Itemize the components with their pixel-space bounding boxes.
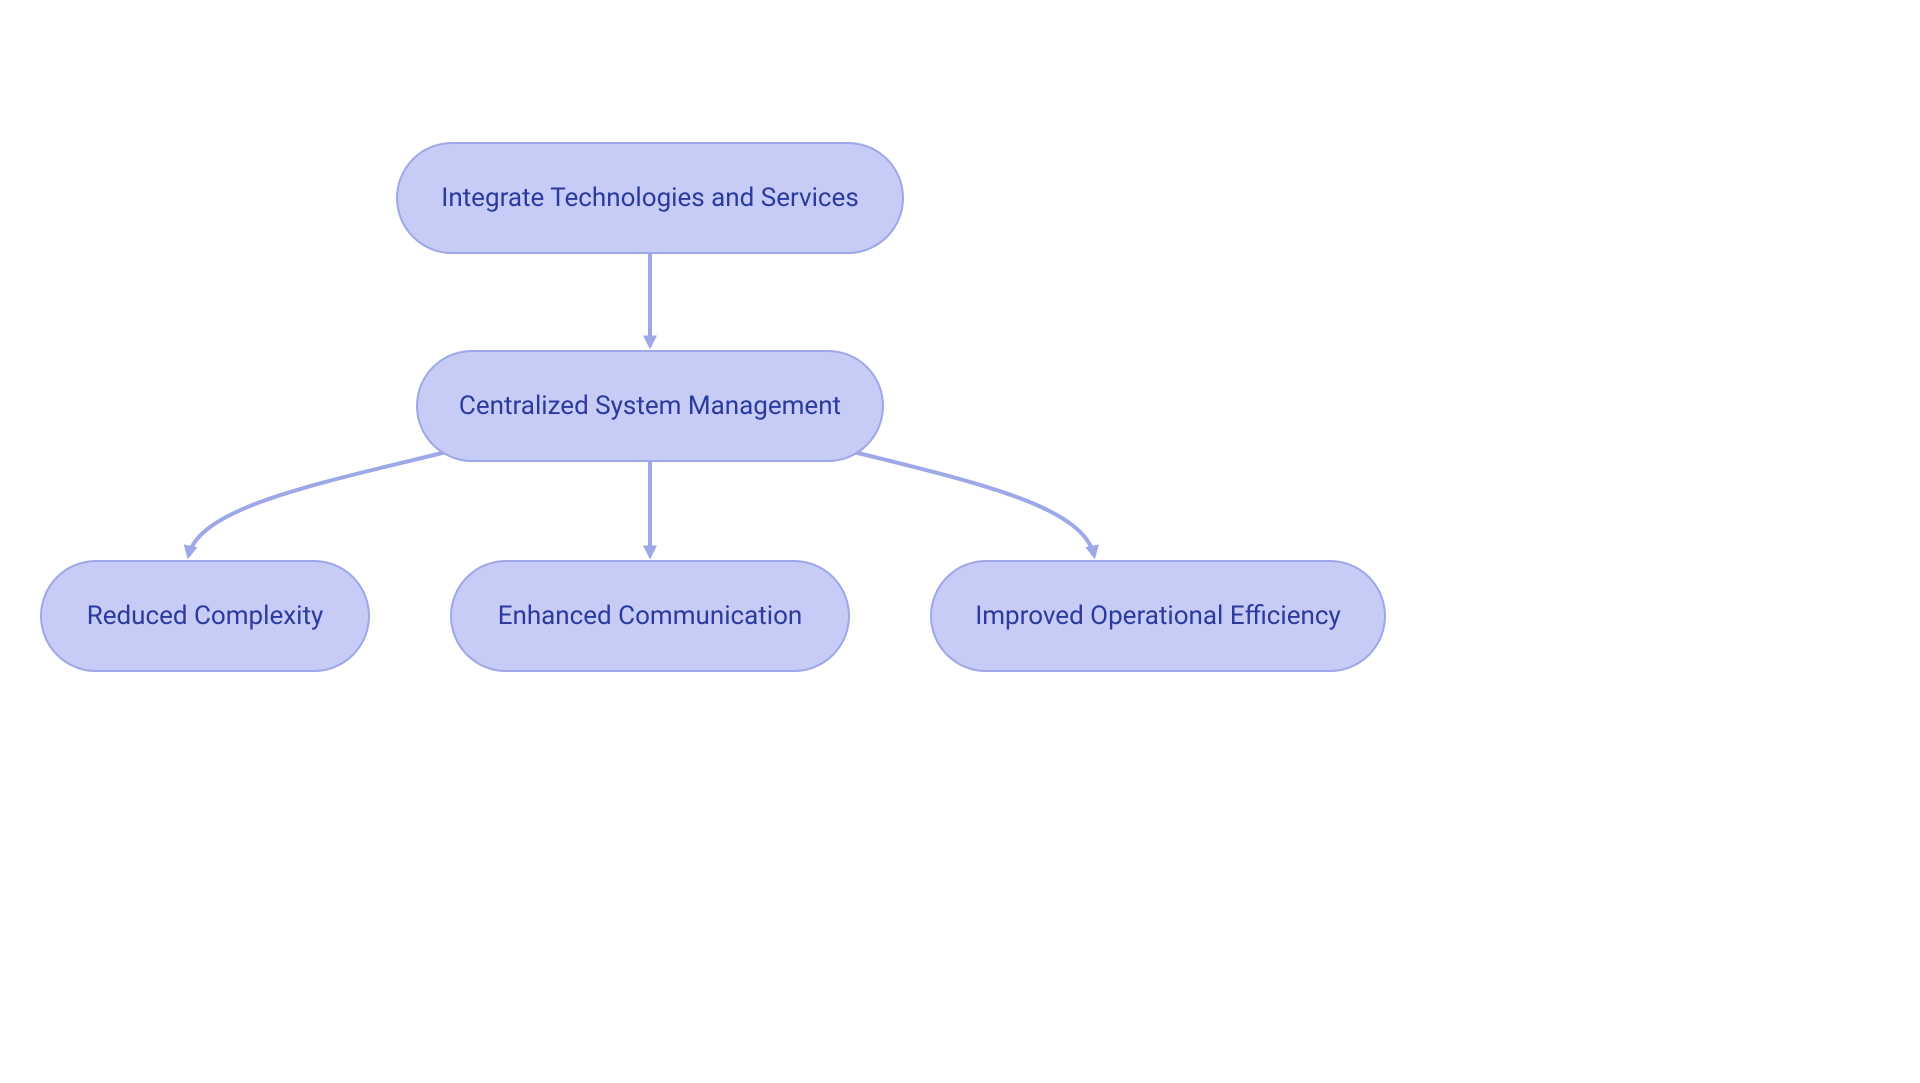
edge-centralized-to-improved [854, 452, 1094, 556]
node-enhanced: Enhanced Communication [450, 560, 850, 672]
node-reduced: Reduced Complexity [40, 560, 370, 672]
node-label: Centralized System Management [459, 391, 841, 421]
node-label: Reduced Complexity [87, 601, 324, 631]
edge-centralized-to-reduced [189, 452, 447, 556]
node-improved: Improved Operational Efficiency [930, 560, 1386, 672]
diagram-canvas: Integrate Technologies and Services Centr… [0, 0, 1920, 1083]
node-centralized: Centralized System Management [416, 350, 884, 462]
edges-layer [0, 0, 1920, 1083]
node-label: Enhanced Communication [498, 601, 803, 631]
node-label: Integrate Technologies and Services [441, 183, 859, 213]
node-integrate: Integrate Technologies and Services [396, 142, 904, 254]
node-label: Improved Operational Efficiency [975, 601, 1341, 631]
